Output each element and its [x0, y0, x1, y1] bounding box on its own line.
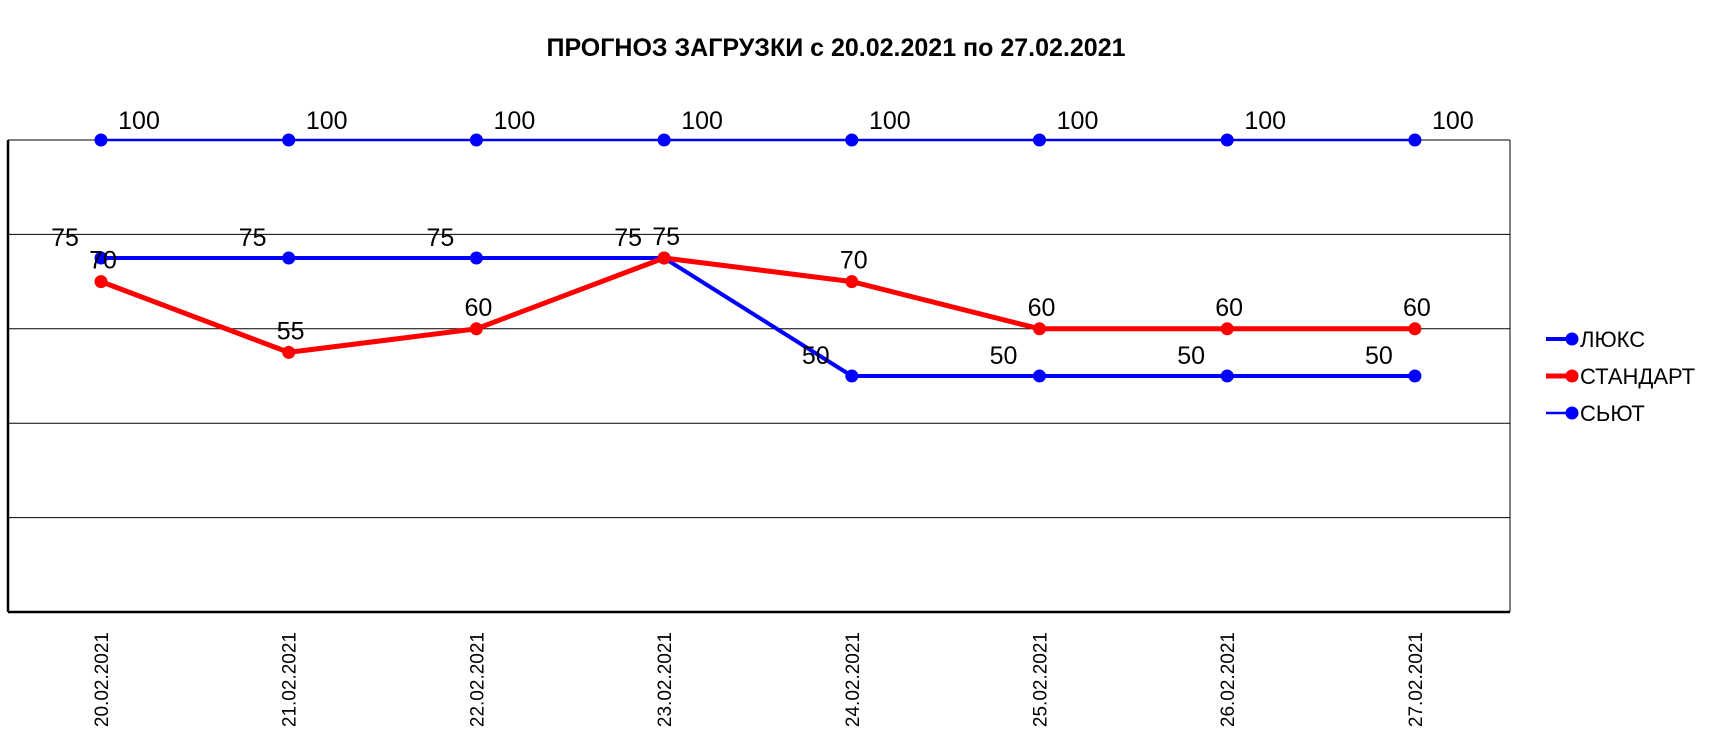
data-label: 75	[614, 224, 642, 252]
series-line-1	[101, 256, 1415, 378]
data-label: 100	[1244, 107, 1286, 135]
data-point	[1408, 133, 1422, 147]
data-point	[94, 275, 108, 289]
data-point	[469, 251, 483, 265]
data-label: 100	[306, 107, 348, 135]
legend-label: СТАНДАРТ	[1580, 364, 1695, 389]
data-point	[282, 133, 296, 147]
data-point	[845, 369, 859, 383]
data-point	[94, 251, 108, 265]
data-label: 70	[89, 247, 117, 275]
data-label: 100	[1057, 107, 1099, 135]
data-point	[282, 251, 296, 265]
data-point	[1033, 133, 1046, 147]
legend: ЛЮКС СТАНДАРТ СЬЮТ	[1546, 327, 1695, 426]
data-point	[1408, 322, 1422, 336]
data-point	[1220, 369, 1234, 383]
data-point	[1033, 369, 1046, 383]
data-label: 75	[426, 224, 454, 252]
data-label: 70	[840, 247, 868, 275]
data-label: 75	[51, 224, 79, 252]
data-label: 50	[1365, 342, 1393, 370]
data-point	[1408, 369, 1422, 383]
data-point	[845, 275, 859, 289]
data-label: 75	[239, 224, 267, 252]
legend-swatch-marker	[1565, 332, 1579, 346]
data-point	[469, 133, 483, 147]
data-label: 50	[802, 342, 830, 370]
data-label: 60	[1028, 294, 1056, 322]
data-point	[1220, 322, 1234, 336]
legend-label: ЛЮКС	[1580, 327, 1645, 352]
legend-swatch-marker	[1565, 406, 1579, 420]
x-tick-label: 23.02.2021	[655, 632, 676, 727]
data-label: 60	[1215, 294, 1243, 322]
data-label: 60	[1403, 294, 1431, 322]
x-axis-tick-labels: 20.02.2021 21.02.2021 22.02.2021 23.02.2021…	[92, 632, 1427, 727]
x-tick-label: 20.02.2021	[92, 632, 113, 727]
data-labels: 75 75 75 75 50 50 50 50 70 55 60 75 70 60 60 60 100 100 10…	[51, 107, 1474, 370]
data-label: 100	[118, 107, 160, 135]
data-point	[282, 345, 296, 359]
data-label: 50	[990, 342, 1018, 370]
data-label: 100	[869, 107, 911, 135]
x-tick-label: 21.02.2021	[280, 632, 301, 727]
series-line-2	[100, 255, 1415, 355]
legend-label: СЬЮТ	[1580, 401, 1645, 426]
data-point	[94, 133, 108, 147]
data-point	[1033, 322, 1046, 336]
data-label: 100	[494, 107, 536, 135]
data-point	[845, 133, 859, 147]
chart-title: ПРОГНОЗ ЗАГРУЗКИ с 20.02.2021 по 27.02.2…	[546, 34, 1126, 62]
data-label: 50	[1177, 342, 1205, 370]
data-label: 100	[681, 107, 723, 135]
x-tick-label: 25.02.2021	[1031, 632, 1052, 727]
data-label: 100	[1432, 107, 1474, 135]
x-tick-label: 24.02.2021	[843, 632, 864, 727]
x-tick-label: 22.02.2021	[467, 632, 488, 727]
data-label: 75	[652, 223, 680, 251]
data-label: 55	[277, 317, 305, 345]
data-point	[469, 322, 483, 336]
data-label: 60	[464, 294, 492, 322]
series-lines	[100, 138, 1415, 378]
data-point	[1220, 133, 1234, 147]
x-tick-label: 27.02.2021	[1406, 632, 1427, 727]
series-points	[94, 133, 1422, 383]
legend-swatch-marker	[1565, 369, 1579, 383]
data-point	[657, 133, 671, 147]
x-tick-label: 26.02.2021	[1218, 632, 1239, 727]
data-point	[657, 251, 671, 265]
